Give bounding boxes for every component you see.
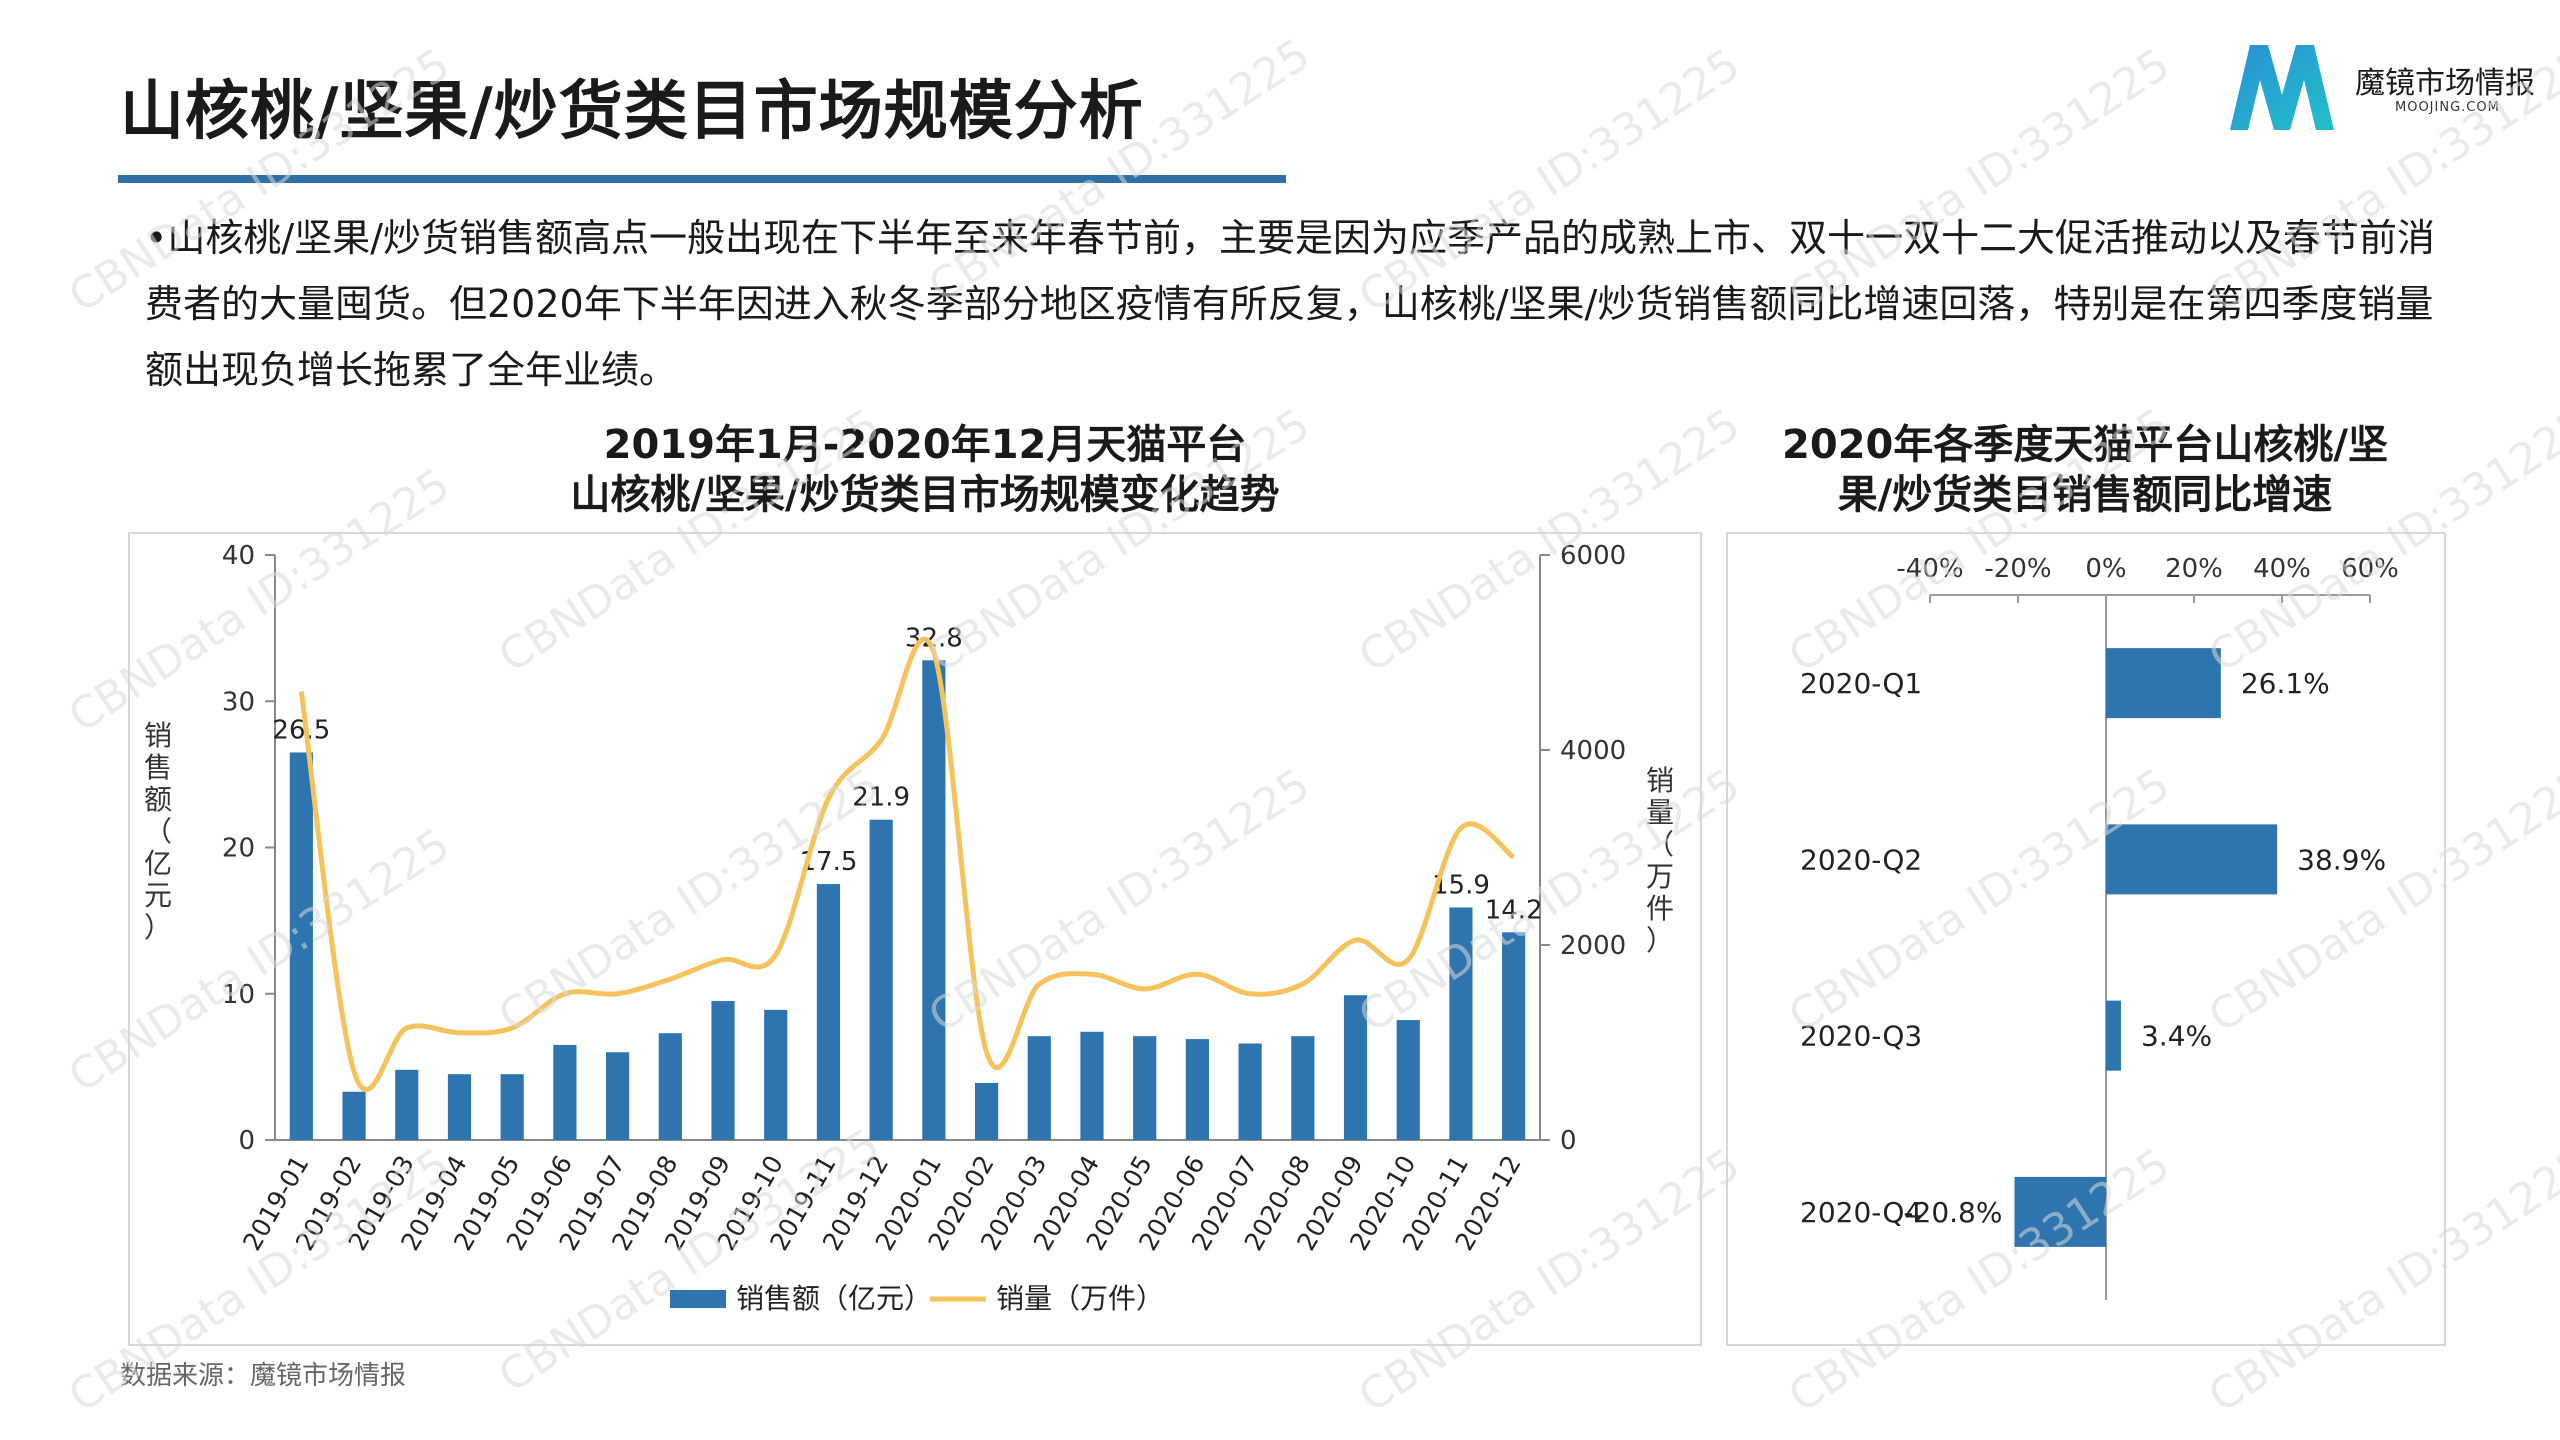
sales-bar-2019-08 — [658, 1033, 682, 1140]
logo-name: 魔镜市场情报 — [2355, 66, 2535, 101]
sales-bar-2020-01 — [922, 660, 946, 1140]
sales-bar-2020-12 — [1502, 932, 1526, 1140]
sales-bar-2020-08 — [1291, 1036, 1315, 1140]
y-right-tick-label: 2000 — [1560, 931, 1626, 961]
growth-bar-2020-Q3 — [2106, 1000, 2121, 1071]
sales-bar-2020-10 — [1396, 1020, 1420, 1140]
legend-bar-swatch — [670, 1290, 726, 1308]
bar-data-label: 21.9 — [852, 783, 910, 813]
growth-bar-2020-Q4 — [2014, 1176, 2106, 1247]
h-x-tick-label: 40% — [2253, 554, 2311, 584]
sales-bar-2019-09 — [711, 1001, 735, 1140]
volume-line — [298, 636, 1516, 1093]
h-x-tick-label: 60% — [2341, 554, 2399, 584]
y-left-tick-label: 0 — [238, 1126, 255, 1156]
h-x-tick-label: -40% — [1896, 554, 1963, 584]
sales-bar-2019-02 — [342, 1091, 366, 1140]
bar-data-label: 26.5 — [272, 715, 330, 745]
chart2-frame — [1726, 532, 2446, 1346]
sales-bar-2019-05 — [500, 1074, 524, 1140]
sales-bar-2020-05 — [1133, 1036, 1157, 1140]
y-left-axis-title: 销售额（亿元） — [144, 719, 172, 944]
page-title: 山核桃/坚果/炒货类目市场规模分析 — [120, 75, 1144, 149]
sales-bar-2019-03 — [395, 1069, 419, 1140]
h-category-label: 2020-Q2 — [1800, 843, 1922, 876]
moojing-logo — [2230, 45, 2334, 130]
h-category-label: 2020-Q3 — [1800, 1020, 1922, 1053]
chart2-title: 2020年各季度天猫平台山核桃/坚 果/炒货类目销售额同比增速 — [1720, 420, 2450, 520]
y-right-tick-label: 4000 — [1560, 736, 1626, 766]
h-category-label: 2020-Q4 — [1800, 1196, 1922, 1229]
h-value-label: 26.1% — [2241, 667, 2330, 700]
h-value-label: -20.8% — [1903, 1196, 2002, 1229]
source-note: 数据来源：魔镜市场情报 — [120, 1361, 407, 1391]
chart2-title-line1: 2020年各季度天猫平台山核桃/坚 — [1782, 422, 2388, 468]
sales-bar-2019-07 — [606, 1052, 630, 1140]
y-right-tick-label: 6000 — [1560, 541, 1626, 571]
sales-bar-2020-07 — [1238, 1043, 1262, 1140]
chart1-frame — [128, 532, 1702, 1346]
h-x-tick-label: -20% — [1984, 554, 2051, 584]
logo-url: MOOJING.COM — [2395, 100, 2500, 115]
legend-line-label: 销量（万件） — [996, 1282, 1164, 1315]
y-left-tick-label: 20 — [222, 834, 255, 864]
legend-bar-label: 销售额（亿元） — [736, 1282, 932, 1315]
sales-bar-2019-12 — [869, 819, 893, 1140]
summary-text: •山核桃/坚果/炒货销售额高点一般出现在下半年至来年春节前，主要是因为应季产品的… — [145, 216, 2436, 392]
y-left-tick-label: 40 — [222, 541, 255, 571]
growth-bar-2020-Q2 — [2106, 824, 2278, 895]
chart1-title-line1: 2019年1月-2020年12月天猫平台 — [603, 422, 1247, 468]
y-left-tick-label: 30 — [222, 687, 255, 717]
bar-data-label: 14.2 — [1485, 895, 1543, 925]
h-x-tick-label: 0% — [2085, 554, 2126, 584]
chart1-title-line2: 山核桃/坚果/炒货类目市场规模变化趋势 — [570, 472, 1280, 518]
title-underline — [118, 175, 1286, 183]
y-right-tick-label: 0 — [1560, 1126, 1577, 1156]
sales-bar-2020-09 — [1343, 995, 1368, 1140]
sales-bar-2020-06 — [1185, 1039, 1209, 1140]
y-right-axis-title: 销量（万件） — [1646, 764, 1674, 957]
y-left-tick-label: 10 — [222, 980, 255, 1010]
chart1-title: 2019年1月-2020年12月天猫平台 山核桃/坚果/炒货类目市场规模变化趋势 — [130, 420, 1720, 520]
chart2-title-line2: 果/炒货类目销售额同比增速 — [1837, 472, 2333, 518]
sales-bar-2019-11 — [816, 884, 841, 1140]
sales-bar-2020-04 — [1080, 1031, 1104, 1140]
sales-bar-2019-01 — [289, 752, 313, 1140]
sales-bar-2019-04 — [447, 1074, 472, 1140]
sales-bar-2019-06 — [553, 1044, 577, 1140]
h-value-label: 38.9% — [2297, 843, 2386, 876]
sales-bar-2020-03 — [1027, 1036, 1051, 1140]
sales-bar-2019-10 — [764, 1009, 788, 1140]
sales-bar-2020-11 — [1449, 907, 1473, 1140]
h-value-label: 3.4% — [2141, 1020, 2212, 1053]
h-category-label: 2020-Q1 — [1800, 667, 1922, 700]
growth-bar-2020-Q1 — [2106, 648, 2221, 719]
h-x-tick-label: 20% — [2165, 554, 2223, 584]
sales-bar-2020-02 — [974, 1082, 999, 1140]
